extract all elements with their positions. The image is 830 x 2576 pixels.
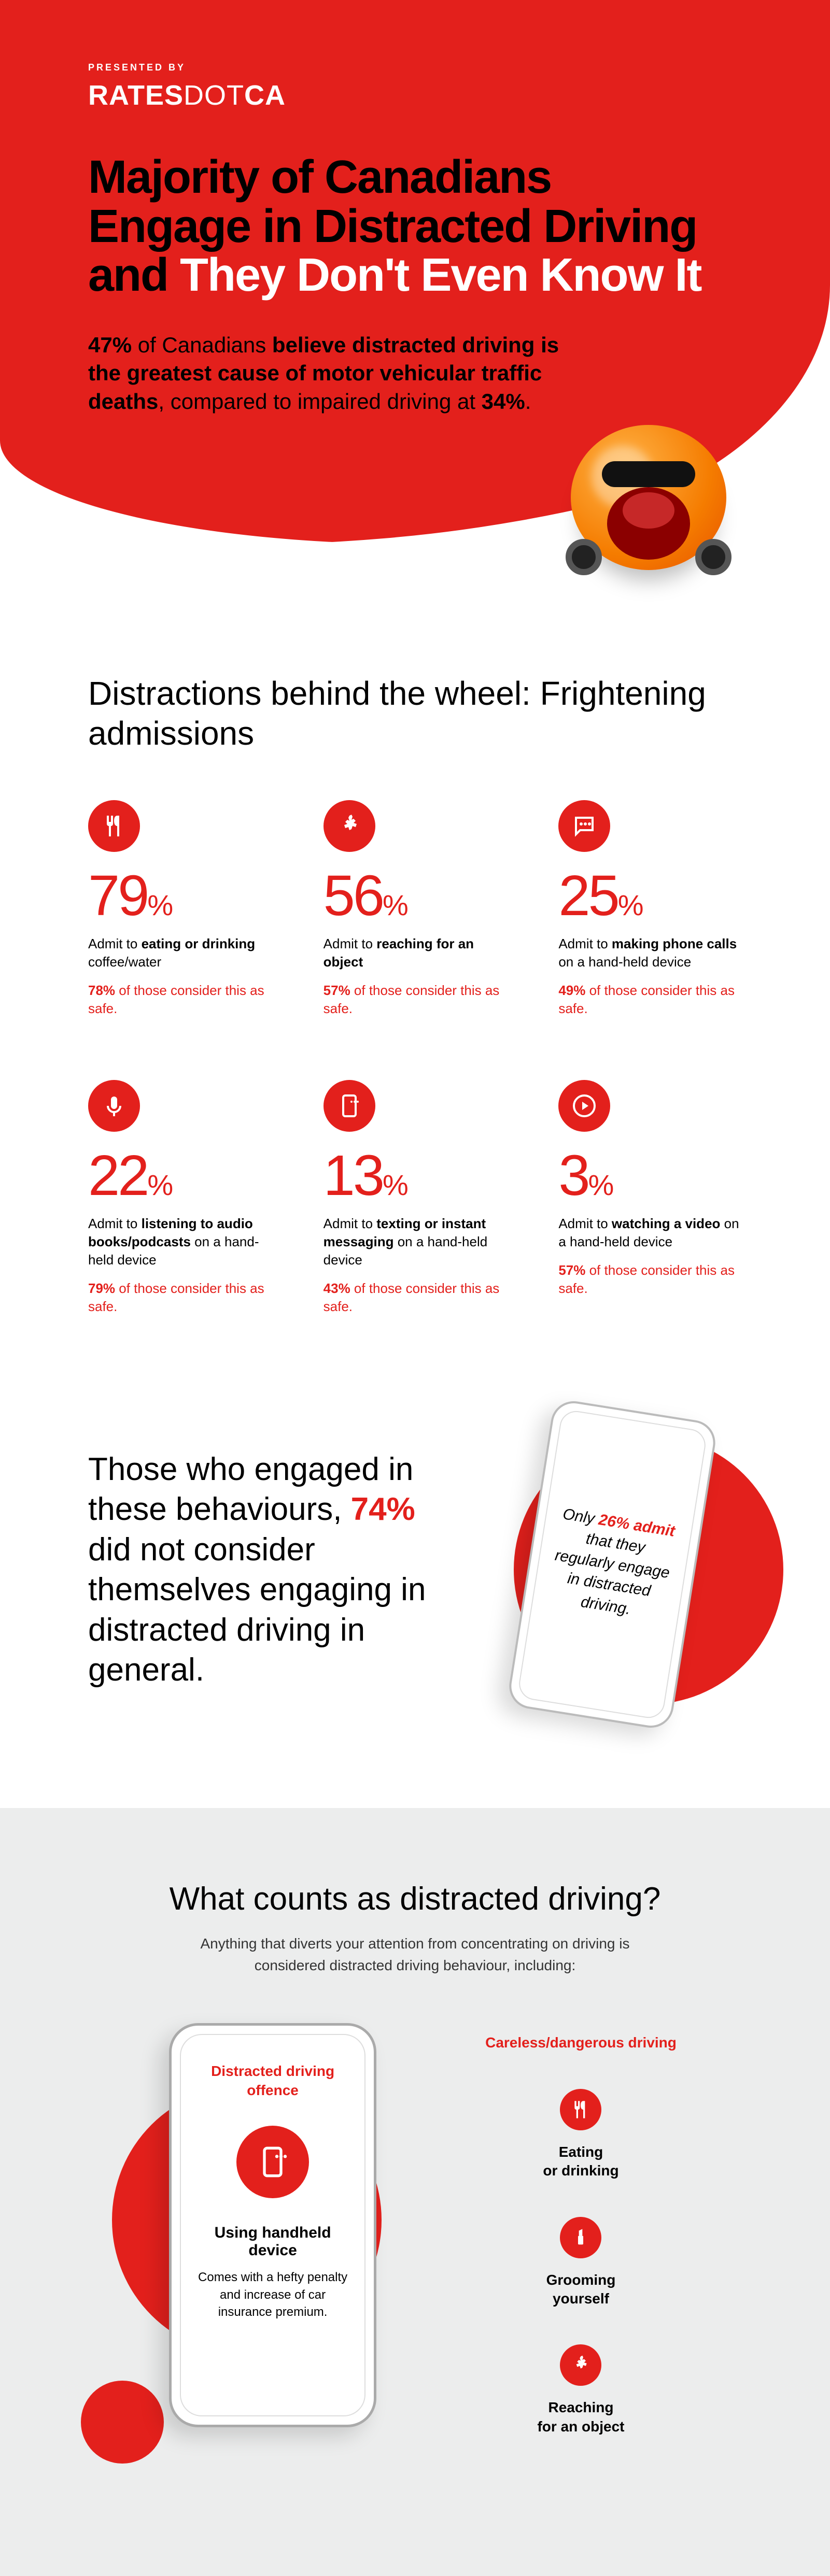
headline-white: They Don't Even Know It [180,249,701,301]
stat-safe: 43% of those consider this as safe. [323,1279,507,1316]
logo-part2: CA [244,80,286,111]
stat-desc: Admit to eating or drinking coffee/water [88,935,272,971]
careless-item: Reachingfor an object [485,2344,677,2436]
stat-desc: Admit to making phone calls on a hand-he… [558,935,742,971]
stat-item: 79% Admit to eating or drinking coffee/wa… [88,800,272,1018]
careless-item: Eatingor drinking [485,2089,677,2181]
careless-text: Eatingor drinking [485,2143,677,2181]
counts-title: What counts as distracted driving? [88,1881,742,1917]
stat-pct: 22% [88,1147,272,1204]
stat-icon [558,800,610,852]
stat-pct: 3% [558,1147,742,1204]
phone-text: Only 26% admit that they regularly engag… [545,1503,680,1626]
offence-label: Distracted driving offence [198,2062,348,2100]
subhead: 47% of Canadians believe distracted driv… [88,331,581,416]
engage-pct: 74% [351,1491,415,1527]
hero-section: PRESENTED BY RATESDOTCA Majority of Cana… [0,0,830,674]
stat-desc: Admit to reaching for an object [323,935,507,971]
stat-pct: 79% [88,867,272,924]
careless-text: Groomingyourself [485,2271,677,2309]
offence-title: Using handheld device [198,2224,348,2259]
stat-item: 3% Admit to watching a video on a hand-he… [558,1080,742,1316]
offence-desc: Comes with a hefty penalty and increase … [198,2269,348,2321]
stat-pct: 13% [323,1147,507,1204]
stat-item: 25% Admit to making phone calls on a hand… [558,800,742,1018]
stat-icon [323,1080,375,1132]
presented-by: PRESENTED BY [88,62,742,73]
engage-phone-wrap: Only 26% admit that they regularly engag… [483,1425,742,1715]
stat-desc: Admit to listening to audio books/podcas… [88,1215,272,1269]
stat-desc: Admit to watching a video on a hand-held… [558,1215,742,1251]
careless-item: Groomingyourself [485,2217,677,2309]
headline: Majority of Canadians Engage in Distract… [88,153,710,300]
careless-label: Careless/dangerous driving [485,2033,677,2052]
stat-item: 13% Admit to texting or instant messaging… [323,1080,507,1316]
phone-device-icon [236,2126,309,2198]
careless-icon [560,2089,601,2130]
counts-phone: Distracted driving offence Using handhel… [169,2023,376,2427]
admissions-title: Distractions behind the wheel: Frighteni… [0,674,830,753]
careless-column: Careless/dangerous driving Eatingor drin… [485,2023,677,2472]
stat-item: 56% Admit to reaching for an object 57% of… [323,800,507,1018]
subhead-pct1: 47% [88,333,132,357]
car-mascot [571,425,768,591]
stat-icon [323,800,375,852]
counts-phone-wrap: Distracted driving offence Using handhel… [153,2023,392,2448]
stat-safe: 57% of those consider this as safe. [558,1261,742,1298]
stat-icon [88,800,140,852]
subhead-pct2: 34% [482,389,525,414]
stat-item: 22% Admit to listening to audio books/pod… [88,1080,272,1316]
logo-part1: RATES [88,80,184,111]
counts-section: What counts as distracted driving? Anyth… [0,1808,830,2576]
stat-desc: Admit to texting or instant messaging on… [323,1215,507,1269]
stat-pct: 56% [323,867,507,924]
stat-icon [558,1080,610,1132]
counts-sub: Anything that diverts your attention fro… [182,1933,649,1976]
stat-safe: 78% of those consider this as safe. [88,981,272,1018]
stat-icon [88,1080,140,1132]
careless-icon [560,2217,601,2258]
stat-safe: 49% of those consider this as safe. [558,981,742,1018]
logo: RATESDOTCA [88,79,742,111]
stat-pct: 25% [558,867,742,924]
counts-circle-small [81,2381,164,2464]
engage-section: Those who engaged in these behaviours, 7… [0,1393,830,1808]
stats-grid: 79% Admit to eating or drinking coffee/wa… [0,800,830,1394]
logo-dot: DOT [184,80,244,111]
careless-text: Reachingfor an object [485,2398,677,2436]
stat-safe: 57% of those consider this as safe. [323,981,507,1018]
stat-safe: 79% of those consider this as safe. [88,1279,272,1316]
engage-text: Those who engaged in these behaviours, 7… [88,1449,441,1690]
careless-icon [560,2344,601,2386]
